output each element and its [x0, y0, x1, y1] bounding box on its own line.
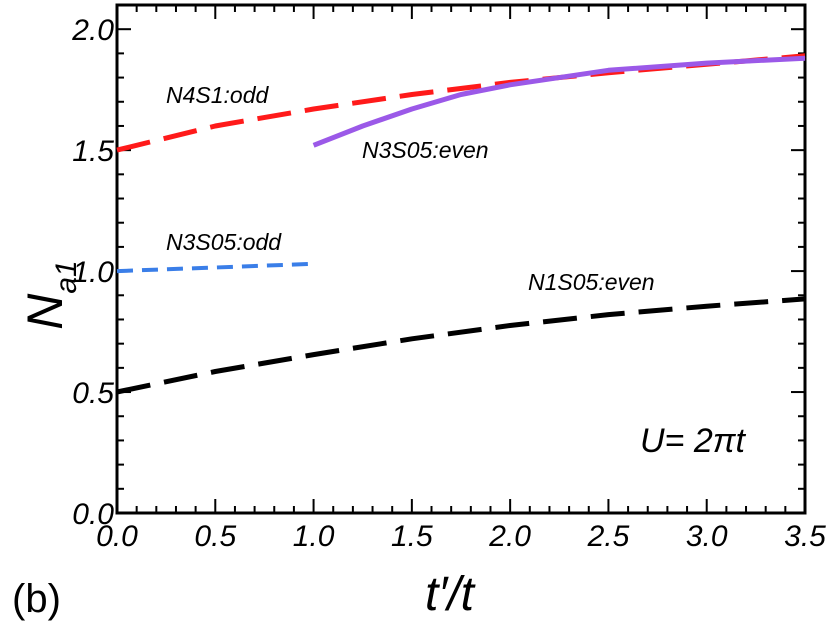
x-tick-label: 3.0	[686, 520, 728, 553]
legend-label-n1s05-even: N1S05:even	[528, 269, 655, 295]
series-line-n3s05-even	[312, 55, 806, 148]
y-axis-title-main: N	[17, 293, 73, 330]
y-axis-title: Na1	[17, 260, 83, 329]
y-tick-label: 0.0	[72, 498, 114, 531]
series-group	[116, 53, 806, 395]
x-tick-label: 1.0	[293, 520, 335, 553]
legend-label-n3s05-odd: N3S05:odd	[166, 229, 282, 255]
y-tick-label: 0.5	[72, 377, 114, 410]
x-tick-label: 2.0	[488, 520, 531, 553]
x-axis-title: t′/t	[425, 568, 476, 621]
y-tick-label: 1.0	[72, 256, 114, 289]
y-axis-title-sub: a1	[50, 260, 83, 293]
plot-frame	[115, 3, 807, 515]
tick-labels: 0.0 0.5 1.0 1.5 2.0 2.5 3.0 3.5 0.0 0.5 1.0 1.5 2.0	[71, 14, 826, 553]
y-tick-label: 1.5	[72, 135, 114, 168]
x-tick-label: 3.5	[784, 520, 826, 553]
x-tick-label: 0.5	[194, 520, 236, 553]
x-tick-label: 2.5	[587, 520, 630, 553]
x-tick-label: 0.0	[96, 520, 138, 553]
annotation-u: U= 2πt	[640, 422, 747, 460]
series-line-n3s05-odd	[116, 261, 314, 274]
y-tick-label: 2.0	[71, 14, 114, 47]
legend-label-n3s05-even: N3S05:even	[362, 137, 489, 163]
legend-label-n4s1-odd: N4S1:odd	[166, 82, 270, 108]
panel-label: (b)	[12, 577, 61, 621]
x-tick-label: 1.5	[391, 520, 433, 553]
series-line-n1s05-even	[116, 296, 806, 395]
